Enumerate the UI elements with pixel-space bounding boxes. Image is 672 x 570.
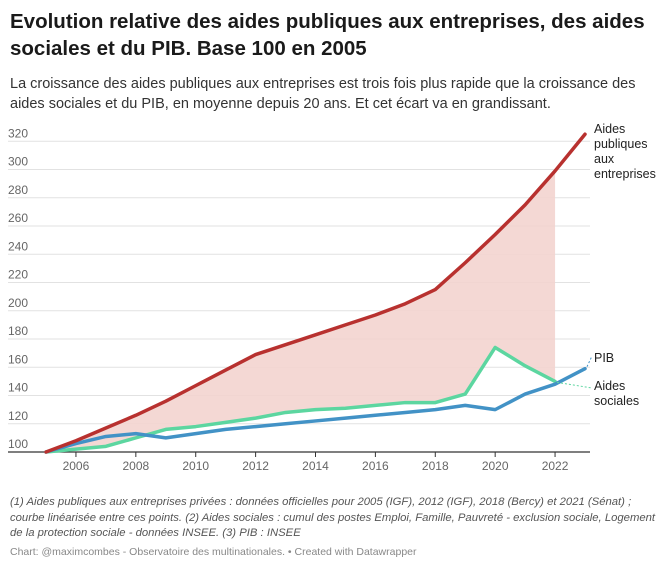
y-tick-label: 280 xyxy=(8,183,28,197)
y-tick-label: 240 xyxy=(8,239,28,253)
pib-label-leader xyxy=(586,355,593,367)
shaded-gap-area xyxy=(46,170,556,452)
axes: 100 120 140 160 180 200 220 240 260 280 300 320 2006… xyxy=(8,126,590,473)
aides-sociales-label-leader xyxy=(556,381,593,389)
chart-notes: (1) Aides publiques aux entreprises priv… xyxy=(10,496,656,539)
series-lines xyxy=(44,132,587,454)
x-tick-label: 2012 xyxy=(242,459,269,473)
chart-subtitle: La croissance des aides publiques aux en… xyxy=(10,76,636,112)
shaded-gap-area-path xyxy=(46,170,556,452)
series-label-aides-publiques: entreprises xyxy=(594,167,656,181)
y-tick-label: 220 xyxy=(8,268,28,282)
y-tick-label: 160 xyxy=(8,352,28,366)
y-tick-label: 320 xyxy=(8,126,28,140)
y-tick-label: 300 xyxy=(8,155,28,169)
series-line-1 xyxy=(44,345,557,454)
series-label-aides-publiques: aux xyxy=(594,152,615,166)
y-tick-label: 120 xyxy=(8,409,28,423)
series-label-aides-publiques: publiques xyxy=(594,137,648,151)
x-tick-label: 2006 xyxy=(63,459,90,473)
x-tick-label: 2018 xyxy=(422,459,449,473)
series-line-0 xyxy=(44,132,587,454)
x-tick-label: 2008 xyxy=(122,459,149,473)
series-label-aides-publiques: Aides xyxy=(594,122,625,136)
series-labels: AidespubliquesauxentreprisesPIBAidessoci… xyxy=(556,122,656,408)
chart-credit: Chart: @maximcombes - Observatoire des m… xyxy=(10,546,417,558)
series-label-aides-sociales: Aides xyxy=(594,379,625,393)
y-tick-label: 260 xyxy=(8,211,28,225)
x-tick-label: 2022 xyxy=(542,459,569,473)
gridlines xyxy=(8,140,590,425)
x-tick-label: 2016 xyxy=(362,459,389,473)
y-tick-label: 180 xyxy=(8,324,28,338)
series-label-aides-sociales: sociales xyxy=(594,394,639,408)
x-tick-label: 2010 xyxy=(182,459,209,473)
line-chart: 100 120 140 160 180 200 220 240 260 280 300 320 2006… xyxy=(8,122,656,473)
series-label-pib: PIB xyxy=(594,351,614,365)
x-tick-label: 2014 xyxy=(302,459,329,473)
x-tick-label: 2020 xyxy=(482,459,509,473)
y-tick-label: 140 xyxy=(8,381,28,395)
chart-title: Evolution relative des aides publiques a… xyxy=(10,10,645,60)
series-line-2 xyxy=(44,366,587,454)
y-tick-label: 100 xyxy=(8,437,28,451)
y-tick-label: 200 xyxy=(8,296,28,310)
